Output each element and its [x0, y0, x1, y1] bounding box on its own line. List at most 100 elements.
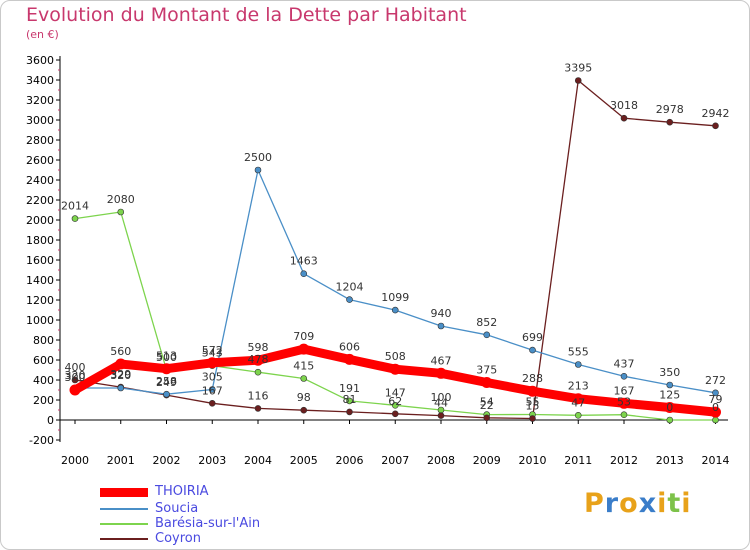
data-point [712, 416, 719, 424]
data-point [346, 397, 353, 405]
data-point [437, 322, 445, 330]
y-tick-label: 1800 [26, 234, 54, 247]
data-point [712, 122, 719, 130]
data-point [163, 390, 170, 398]
data-point [618, 397, 630, 409]
x-tick-label: 2008 [427, 454, 455, 467]
data-point [391, 401, 399, 409]
data-point [117, 384, 125, 392]
x-tick-label: 2013 [656, 454, 684, 467]
y-tick-label: 1200 [26, 294, 54, 307]
data-point [298, 343, 310, 355]
x-tick-label: 2009 [473, 454, 501, 467]
logo-letter: r [604, 488, 620, 519]
x-tick-label: 2003 [198, 454, 226, 467]
data-label: 167 [614, 384, 635, 397]
data-label: 62 [388, 395, 402, 408]
y-tick-label: 200 [33, 394, 54, 407]
data-point [483, 414, 491, 422]
data-label: 543 [202, 347, 223, 360]
data-label: 3395 [564, 62, 592, 75]
data-label: 22 [480, 399, 494, 412]
data-label: 500 [156, 351, 177, 364]
data-point [300, 406, 308, 414]
data-label: 0 [712, 401, 719, 414]
data-point [346, 408, 353, 416]
legend-label: Barésia-sur-l'Ain [155, 516, 261, 531]
data-label: 709 [293, 330, 314, 343]
logo-letter: t [667, 488, 682, 519]
legend-swatch [100, 523, 148, 525]
data-point [574, 361, 582, 368]
data-label: 2978 [656, 103, 684, 116]
data-point [483, 331, 491, 339]
y-tick-label: 2400 [26, 174, 54, 187]
y-tick-label: 800 [33, 334, 54, 347]
data-point [666, 416, 674, 424]
logo-letter: i [657, 488, 668, 519]
data-point [572, 393, 584, 405]
data-point [344, 353, 355, 365]
data-point [481, 377, 493, 388]
data-label: 555 [568, 346, 589, 359]
data-label: 53 [617, 396, 631, 409]
data-label: 2014 [61, 200, 89, 213]
data-label: 606 [339, 340, 360, 353]
data-point [254, 405, 262, 412]
data-point [620, 411, 628, 419]
y-tick-label: -200 [29, 434, 54, 447]
logo-letter: o [619, 488, 639, 519]
data-point [117, 208, 125, 216]
data-point [437, 412, 445, 419]
data-point [115, 358, 127, 370]
data-label: 300 [65, 371, 86, 384]
y-tick-label: 400 [33, 374, 54, 387]
y-tick-label: 2200 [26, 194, 54, 207]
data-label: 288 [522, 372, 543, 385]
data-point [391, 410, 399, 418]
data-label: 1204 [336, 281, 364, 294]
data-label: 125 [659, 389, 680, 402]
x-tick-label: 2005 [290, 454, 318, 467]
data-point [666, 118, 674, 126]
data-label: 320 [110, 369, 131, 382]
data-label: 79 [709, 393, 723, 406]
data-point [346, 296, 353, 303]
data-point [574, 77, 582, 84]
data-point [300, 375, 308, 382]
data-label: 47 [571, 396, 585, 409]
x-tick-label: 2007 [381, 454, 409, 467]
x-tick-label: 2012 [610, 454, 638, 467]
y-tick-label: 1400 [26, 274, 54, 287]
x-tick-label: 2004 [244, 454, 272, 467]
data-label: 54 [480, 396, 494, 409]
data-label: 213 [568, 380, 589, 393]
y-tick-label: 2600 [26, 154, 54, 167]
x-tick-label: 2014 [702, 454, 730, 467]
data-label: 940 [431, 307, 452, 320]
data-label: 3018 [610, 99, 638, 112]
data-point [529, 415, 536, 422]
logo-letter: i [681, 488, 692, 519]
data-label: 2080 [107, 193, 135, 206]
y-tick-label: 3200 [26, 94, 54, 107]
data-label: 167 [202, 384, 223, 397]
x-tick-label: 2001 [107, 454, 135, 467]
data-point [710, 406, 721, 418]
logo-letter: x [638, 488, 658, 519]
data-label: 572 [202, 344, 223, 357]
y-tick-label: 3400 [26, 74, 54, 87]
data-point [254, 166, 262, 174]
data-label: 305 [202, 371, 223, 384]
y-tick-label: 600 [33, 354, 54, 367]
data-label: 98 [297, 391, 311, 404]
x-tick-label: 2000 [61, 454, 89, 467]
data-point [71, 376, 79, 384]
y-tick-label: 3000 [26, 114, 54, 127]
data-label: 249 [156, 376, 177, 389]
proxiti-logo: Proxiti [584, 488, 692, 519]
data-point [574, 411, 582, 419]
data-point [527, 385, 538, 397]
